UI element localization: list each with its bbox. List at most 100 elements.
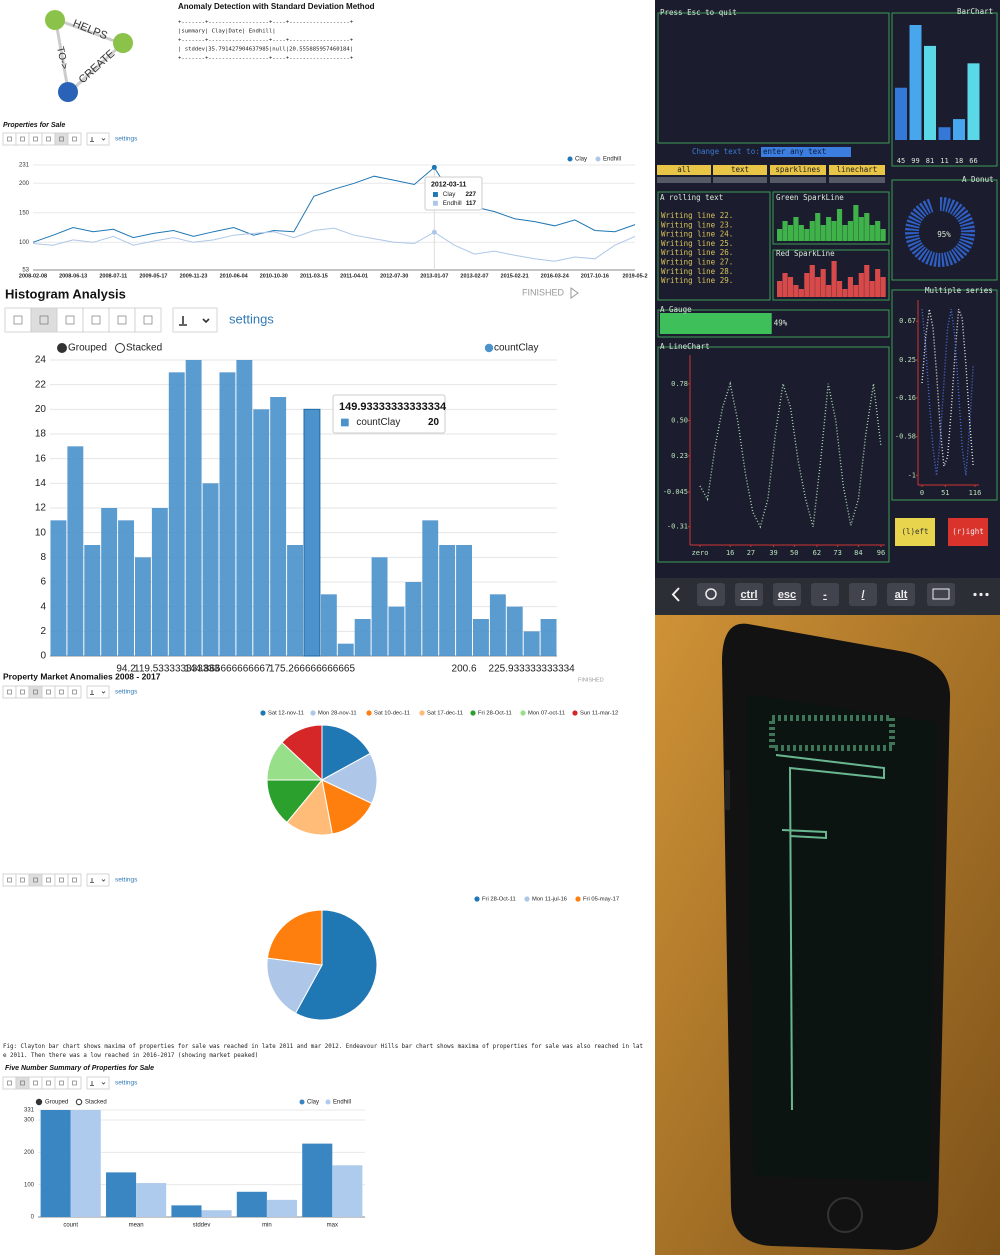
settings-link[interactable]: settings bbox=[115, 1080, 138, 1087]
view-button[interactable] bbox=[67, 132, 82, 146]
view-button[interactable] bbox=[2, 685, 17, 699]
legend-swatch[interactable] bbox=[366, 710, 372, 716]
right-button[interactable] bbox=[948, 518, 988, 546]
view-button[interactable] bbox=[82, 307, 110, 333]
view-button[interactable] bbox=[4, 307, 32, 333]
view-button[interactable] bbox=[56, 307, 84, 333]
view-button[interactable] bbox=[134, 307, 162, 333]
download-button[interactable] bbox=[86, 685, 110, 699]
view-button[interactable] bbox=[41, 685, 56, 699]
button-label[interactable]: text bbox=[731, 165, 749, 174]
mode-label[interactable]: Stacked bbox=[126, 343, 162, 354]
key-label[interactable]: - bbox=[823, 589, 827, 601]
settings-link[interactable]: settings bbox=[115, 136, 138, 143]
mode-button[interactable] bbox=[770, 165, 826, 175]
mode-button[interactable] bbox=[657, 165, 711, 175]
button-label[interactable]: (l)eft bbox=[901, 527, 928, 536]
mode-label[interactable]: Grouped bbox=[45, 1100, 68, 1106]
mode-label[interactable]: Grouped bbox=[68, 343, 107, 354]
view-button[interactable] bbox=[67, 873, 82, 887]
key-label[interactable]: alt bbox=[895, 589, 908, 601]
mode-button[interactable] bbox=[713, 165, 767, 175]
legend-swatch[interactable] bbox=[524, 896, 530, 902]
legend-swatch[interactable] bbox=[474, 896, 480, 902]
settings-link[interactable]: settings bbox=[229, 311, 274, 326]
view-button[interactable] bbox=[54, 1076, 69, 1090]
download-button[interactable] bbox=[86, 1076, 110, 1090]
mode-label[interactable]: Stacked bbox=[85, 1100, 107, 1106]
download-icon bbox=[90, 878, 106, 883]
key[interactable] bbox=[662, 583, 690, 606]
legend-swatch[interactable] bbox=[484, 343, 494, 353]
view-button[interactable] bbox=[41, 1076, 56, 1090]
key[interactable] bbox=[887, 583, 915, 606]
view-button[interactable] bbox=[2, 873, 17, 887]
settings-link[interactable]: settings bbox=[115, 689, 138, 696]
run-icon[interactable] bbox=[570, 287, 579, 299]
view-button[interactable] bbox=[2, 1076, 17, 1090]
mode-button[interactable] bbox=[829, 165, 885, 175]
legend-swatch[interactable] bbox=[260, 710, 266, 716]
download-button[interactable] bbox=[172, 307, 218, 333]
legend-swatch[interactable] bbox=[595, 156, 601, 162]
legend-swatch[interactable] bbox=[299, 1099, 305, 1105]
legend-swatch[interactable] bbox=[520, 710, 526, 716]
key[interactable] bbox=[773, 583, 801, 606]
view-button[interactable] bbox=[108, 307, 136, 333]
key[interactable] bbox=[811, 583, 839, 606]
view-button[interactable] bbox=[15, 685, 30, 699]
legend-swatch[interactable] bbox=[470, 710, 476, 716]
legend-swatch[interactable] bbox=[575, 896, 581, 902]
view-button[interactable] bbox=[41, 132, 56, 146]
view-button[interactable] bbox=[2, 132, 17, 146]
status: FINISHED bbox=[578, 677, 604, 683]
button-label[interactable]: (r)ight bbox=[952, 527, 984, 536]
key[interactable] bbox=[735, 583, 763, 606]
mode-radio[interactable] bbox=[75, 1098, 83, 1106]
download-button[interactable] bbox=[86, 132, 110, 146]
key[interactable] bbox=[849, 583, 877, 606]
view-button[interactable] bbox=[67, 685, 82, 699]
key-label[interactable]: / bbox=[861, 589, 864, 601]
x-tick-label: 225.933333333334 bbox=[489, 664, 576, 675]
button-label[interactable]: sparklines bbox=[775, 165, 820, 174]
mode-radio[interactable] bbox=[57, 343, 67, 353]
pie-slice bbox=[294, 909, 378, 1021]
mode-radio[interactable] bbox=[35, 1098, 43, 1106]
view-button[interactable] bbox=[41, 873, 56, 887]
left-button[interactable] bbox=[895, 518, 935, 546]
key-label[interactable]: ctrl bbox=[740, 589, 757, 601]
view-button[interactable] bbox=[28, 1076, 43, 1090]
view-button[interactable] bbox=[30, 307, 58, 333]
view-icon bbox=[7, 689, 12, 695]
legend-swatch[interactable] bbox=[572, 710, 578, 716]
legend-swatch[interactable] bbox=[419, 710, 425, 716]
legend-label: Mon 11-jul-16 bbox=[532, 897, 567, 903]
text-input[interactable] bbox=[761, 147, 851, 157]
view-button[interactable] bbox=[54, 132, 69, 146]
view-button[interactable] bbox=[15, 873, 30, 887]
view-button[interactable] bbox=[54, 873, 69, 887]
view-button[interactable] bbox=[15, 132, 30, 146]
legend-swatch[interactable] bbox=[310, 710, 316, 716]
key[interactable] bbox=[697, 583, 725, 606]
legend-swatch[interactable] bbox=[567, 156, 573, 162]
view-button[interactable] bbox=[28, 685, 43, 699]
panel-title: A LineChart bbox=[660, 342, 710, 351]
view-button[interactable] bbox=[54, 685, 69, 699]
spark-bar bbox=[804, 229, 810, 241]
button-label[interactable]: all bbox=[677, 165, 691, 174]
key-label[interactable]: esc bbox=[778, 589, 796, 601]
mode-radio[interactable] bbox=[115, 343, 125, 353]
view-button[interactable] bbox=[28, 132, 43, 146]
key[interactable] bbox=[927, 583, 955, 606]
view-button[interactable] bbox=[67, 1076, 82, 1090]
legend-swatch[interactable] bbox=[325, 1099, 331, 1105]
bar bbox=[302, 1143, 333, 1217]
download-button[interactable] bbox=[86, 873, 110, 887]
view-button[interactable] bbox=[15, 1076, 30, 1090]
settings-link[interactable]: settings bbox=[115, 877, 138, 884]
button-label[interactable]: linechart bbox=[837, 165, 878, 174]
view-button[interactable] bbox=[28, 873, 43, 887]
rolling-line: Writing line 26. bbox=[661, 248, 733, 257]
